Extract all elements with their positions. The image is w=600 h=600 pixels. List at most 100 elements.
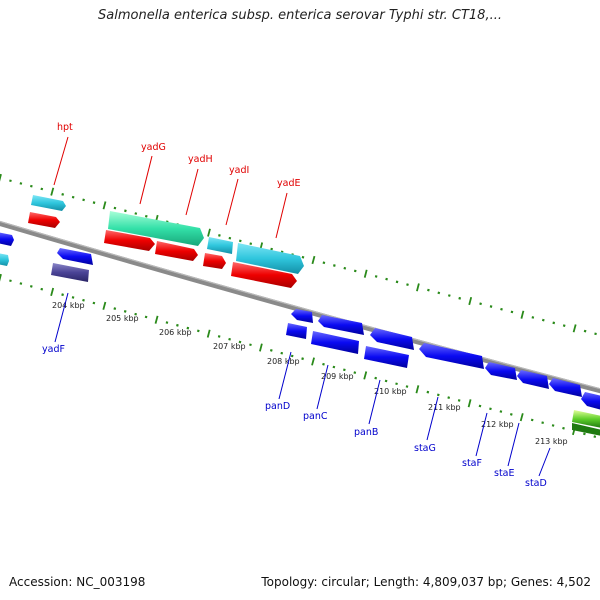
map-title: Salmonella enterica subsp. enterica sero… [98, 8, 502, 23]
scale-minor-dot [458, 296, 462, 300]
scale-minor-dot [92, 201, 96, 204]
scale-label-205: 205 kbp [106, 314, 139, 323]
gene-staE-feature [517, 370, 549, 389]
gene-blue-partial-1 [0, 232, 14, 246]
scale-minor-dot [238, 239, 242, 243]
gene-yadF-feature [51, 263, 89, 282]
leader-panD [278, 351, 292, 400]
scale-minor-dot [489, 407, 492, 411]
scale-major-tick [520, 310, 525, 319]
scale-minor-dot [71, 296, 75, 299]
gene-panD-small [291, 309, 313, 323]
scale-major-tick [572, 324, 577, 333]
scale-minor-dot [217, 335, 221, 338]
leader-yadG [139, 155, 153, 205]
scale-minor-dot [436, 393, 440, 397]
scale-minor-dot [406, 283, 409, 287]
scale-minor-dot [531, 316, 535, 319]
scale-minor-dot [353, 269, 357, 273]
leader-yadE [275, 192, 288, 239]
forward-genes [0, 195, 304, 288]
scale-minor-dot [270, 247, 273, 251]
leader-panB [368, 379, 381, 425]
scale-label-210: 210 kbp [374, 387, 407, 396]
gene-green-edge-2 [572, 423, 600, 436]
scale-major-tick [311, 255, 316, 265]
scale-minor-dot [92, 301, 96, 305]
leader-hpt [53, 136, 69, 186]
scale-major-tick [102, 201, 107, 210]
gene-hpt-feature [31, 195, 66, 211]
scale-minor-dot [426, 390, 430, 394]
scale-minor-dot [9, 179, 12, 183]
lower-dotted-track [0, 273, 597, 439]
scale-minor-dot [405, 385, 409, 388]
gene-panD-feature [286, 323, 307, 339]
scale-minor-dot [134, 212, 138, 215]
scale-minor-dot [447, 294, 451, 297]
scale-minor-dot [238, 340, 242, 344]
scale-minor-dot [176, 323, 179, 327]
leader-yadF [54, 292, 69, 343]
scale-labels: 204 kbp 205 kbp 206 kbp 207 kbp 208 kbp … [52, 301, 568, 446]
gene-panC-feature [311, 331, 359, 354]
reverse-genes [51, 248, 600, 436]
scale-minor-dot [40, 187, 44, 191]
scale-minor-dot [165, 321, 169, 324]
scale-label-212: 212 kbp [481, 420, 514, 429]
gene-staD-feature [549, 378, 582, 397]
leader-staF [475, 412, 488, 457]
gene-blue-small-1 [57, 248, 93, 265]
scale-minor-dot [395, 280, 399, 284]
scale-minor-dot [9, 279, 12, 283]
scale-major-tick [206, 329, 211, 338]
scale-minor-dot [593, 435, 597, 439]
scale-minor-dot [123, 310, 127, 313]
gene-label-staG: staG [414, 443, 436, 454]
scale-minor-dot [61, 293, 64, 297]
scale-minor-dot [144, 214, 148, 218]
scale-minor-dot [374, 376, 378, 380]
accession-label: Accession: NC_003198 [9, 575, 146, 589]
scale-minor-dot [113, 206, 117, 210]
scale-minor-dot [29, 284, 33, 288]
scale-major-tick [416, 283, 420, 292]
scale-minor-dot [594, 332, 597, 336]
scale-minor-dot [457, 399, 461, 402]
scale-major-tick [0, 173, 2, 182]
scale-minor-dot [196, 329, 200, 333]
scale-major-tick [311, 357, 315, 366]
scale-major-tick [50, 187, 55, 196]
scale-minor-dot [113, 307, 117, 310]
scale-label-213: 213 kbp [535, 437, 568, 446]
scale-minor-dot [562, 324, 566, 328]
scale-minor-dot [510, 310, 514, 314]
scale-label-209: 209 kbp [321, 372, 354, 381]
scale-label-204: 204 kbp [52, 301, 85, 310]
scale-minor-dot [124, 209, 127, 213]
gene-label-hpt: hpt [57, 122, 73, 133]
scale-minor-dot [447, 396, 451, 400]
gene-red-4 [203, 253, 226, 269]
genome-summary: Topology: circular; Length: 4,809,037 bp… [261, 575, 591, 589]
scale-minor-dot [71, 195, 75, 199]
leader-staG [426, 396, 439, 441]
scale-minor-dot [343, 368, 346, 372]
scale-minor-dot [374, 275, 378, 278]
scale-minor-dot [19, 282, 23, 285]
gene-label-yadI: yadI [229, 165, 249, 176]
scale-minor-dot [82, 298, 85, 302]
upper-dotted-track [0, 173, 597, 336]
scale-minor-dot [228, 337, 231, 341]
scale-minor-dot [353, 371, 357, 375]
backbone [0, 220, 600, 394]
scale-minor-dot [541, 421, 544, 425]
leader-yadH [185, 168, 199, 216]
scale-minor-dot [301, 255, 305, 259]
scale-minor-dot [479, 302, 482, 306]
gene-label-yadH: yadH [188, 154, 213, 165]
scale-minor-dot [19, 182, 23, 185]
gene-blue-mid-1 [318, 315, 364, 335]
scale-minor-dot [228, 236, 232, 240]
